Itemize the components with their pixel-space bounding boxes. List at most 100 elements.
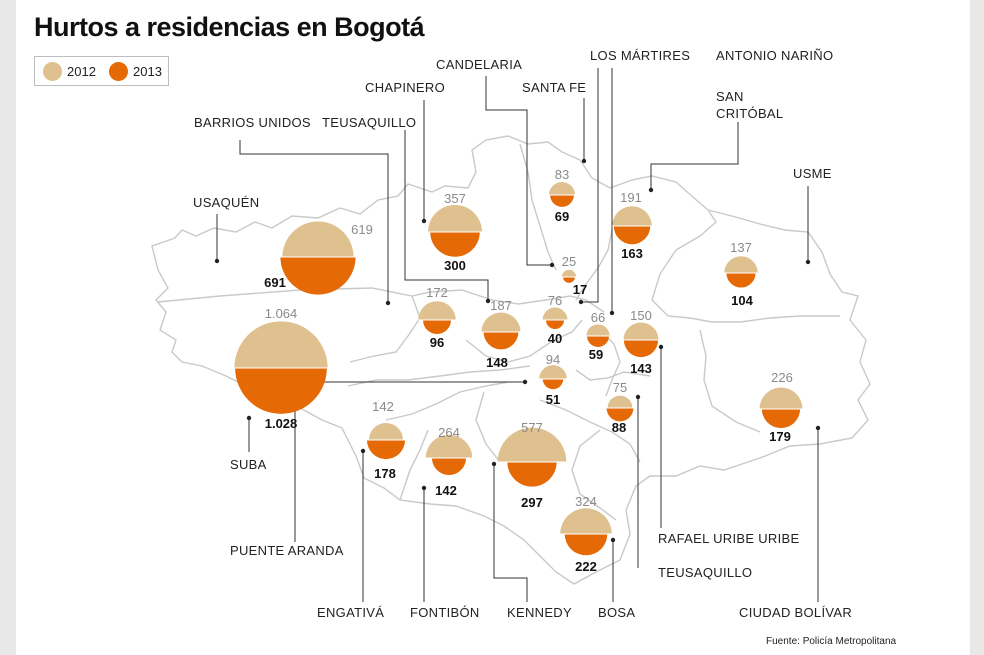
boundary-line bbox=[349, 295, 421, 363]
leader-dot bbox=[360, 448, 366, 454]
value-2012-teusaquillo-2: 75 bbox=[612, 380, 628, 395]
boundary-line bbox=[347, 365, 531, 387]
label-chapinero: CHAPINERO bbox=[365, 80, 445, 95]
value-2013-san-critobal: 163 bbox=[621, 246, 643, 261]
value-2013-chapinero: 300 bbox=[444, 258, 466, 273]
label-teusaquillo-2: TEUSAQUILLO bbox=[658, 565, 753, 580]
label-los-martires: LOS MÁRTIRES bbox=[590, 48, 691, 63]
leader-line-kennedy bbox=[493, 464, 528, 602]
leader-line-candelaria bbox=[485, 76, 551, 266]
label-teusaquillo: TEUSAQUILLO bbox=[322, 115, 417, 130]
leader-dot bbox=[421, 218, 427, 224]
legend-swatch-2012 bbox=[43, 61, 62, 81]
boundary-line bbox=[429, 289, 605, 313]
label-san-critobal-line: SAN bbox=[716, 89, 744, 104]
leader-dot bbox=[522, 379, 528, 385]
value-2013-engativa: 178 bbox=[374, 466, 396, 481]
value-2012-teusaquillo: 187 bbox=[490, 298, 512, 313]
label-antonio-narino: ANTONIO NARIÑO bbox=[716, 48, 834, 63]
bubble-2013 bbox=[366, 440, 406, 460]
leader-dot bbox=[491, 461, 497, 467]
label-bosa: BOSA bbox=[598, 605, 636, 620]
leader-line-teusaquillo bbox=[404, 130, 489, 301]
value-2012-engativa: 142 bbox=[372, 399, 394, 414]
boundary-line bbox=[519, 143, 557, 271]
bubble-2012 bbox=[497, 427, 567, 462]
label-suba: SUBA bbox=[230, 457, 267, 472]
boundary-line bbox=[571, 429, 617, 521]
label-fontibon: FONTIBÓN bbox=[410, 605, 480, 620]
bubble-2013 bbox=[761, 409, 801, 429]
bubble-2012 bbox=[368, 422, 404, 440]
bubble-2013 bbox=[563, 277, 575, 283]
boundary-line bbox=[475, 391, 501, 463]
value-2013-bosa: 222 bbox=[575, 559, 597, 574]
bubble-2012 bbox=[539, 365, 567, 379]
bubble-2012 bbox=[418, 301, 456, 320]
bubble-2012 bbox=[282, 221, 354, 257]
boundary-line bbox=[399, 429, 429, 501]
value-2012-rafael-uribe: 150 bbox=[630, 308, 652, 323]
legend-swatch-2013 bbox=[109, 61, 128, 81]
value-2013-teusaquillo: 148 bbox=[486, 355, 508, 370]
leader-dot bbox=[421, 485, 427, 491]
label-san-critobal-line: CRITÓBAL bbox=[716, 106, 784, 121]
bubble-2012 bbox=[612, 206, 652, 226]
leader-dot bbox=[578, 299, 584, 305]
bubble-2012 bbox=[542, 307, 568, 320]
bubble-2013 bbox=[430, 232, 480, 257]
boundary-line bbox=[157, 287, 431, 303]
leader-dot bbox=[246, 415, 252, 421]
legend-label-2012: 2012 bbox=[67, 63, 96, 79]
label-san-critobal: SAN CRITÓBAL bbox=[716, 88, 796, 122]
bubble-2013 bbox=[587, 336, 609, 347]
value-2012-kennedy: 577 bbox=[521, 420, 543, 435]
label-engativa: ENGATIVÁ bbox=[317, 605, 385, 620]
leader-dot bbox=[214, 258, 220, 264]
bubble-2013 bbox=[613, 226, 651, 245]
value-2012-antonio-narino: 66 bbox=[590, 310, 606, 325]
value-2012-usme: 137 bbox=[730, 240, 752, 255]
value-2013-candelaria: 17 bbox=[572, 282, 588, 297]
leader-dots bbox=[214, 158, 821, 543]
bubble-2013 bbox=[606, 408, 634, 422]
boundary-line bbox=[651, 209, 717, 301]
value-2012-ciudad-bolivar: 226 bbox=[771, 370, 793, 385]
value-2013-fontibon: 142 bbox=[435, 483, 457, 498]
source-note: Fuente: Policía Metropolitana bbox=[766, 636, 897, 647]
leader-dot bbox=[635, 394, 641, 400]
legend-item-2012: 2012 bbox=[43, 61, 96, 81]
bubble-2013 bbox=[422, 320, 452, 335]
bubble-markers bbox=[234, 181, 803, 556]
bubble-2012 bbox=[560, 508, 612, 534]
label-kennedy: KENNEDY bbox=[507, 605, 572, 620]
bubble-2012 bbox=[481, 312, 521, 332]
boundary-line bbox=[465, 319, 583, 363]
legend: 2012 2013 bbox=[34, 56, 169, 86]
boundary-line bbox=[385, 381, 509, 421]
value-2012-puente-aranda: 94 bbox=[545, 352, 561, 367]
bubble-2013 bbox=[280, 257, 356, 295]
value-2013-usme: 104 bbox=[731, 293, 753, 308]
leader-dot bbox=[815, 425, 821, 431]
bubble-2013 bbox=[431, 458, 467, 476]
boundary-line bbox=[539, 399, 641, 463]
value-2012-los-martires: 76 bbox=[547, 293, 563, 308]
value-2013-barrios-unidos: 96 bbox=[429, 335, 445, 350]
leader-dot bbox=[648, 187, 654, 193]
bubble-2012 bbox=[548, 181, 576, 195]
bubble-2012 bbox=[607, 395, 633, 408]
value-2013-puente-aranda: 51 bbox=[545, 392, 561, 407]
value-2013-los-martires: 40 bbox=[547, 331, 563, 346]
bubble-2012 bbox=[586, 324, 610, 336]
bubble-2013 bbox=[545, 320, 565, 330]
label-candelaria: CANDELARIA bbox=[436, 57, 523, 72]
bubble-2012 bbox=[427, 205, 483, 232]
leader-dot bbox=[609, 310, 615, 316]
bubble-2013 bbox=[726, 273, 756, 288]
value-2013-antonio-narino: 59 bbox=[588, 347, 604, 362]
value-2013-santa-fe: 69 bbox=[554, 209, 570, 224]
value-2012-fontibon: 264 bbox=[438, 425, 460, 440]
label-usme: USME bbox=[793, 166, 832, 181]
